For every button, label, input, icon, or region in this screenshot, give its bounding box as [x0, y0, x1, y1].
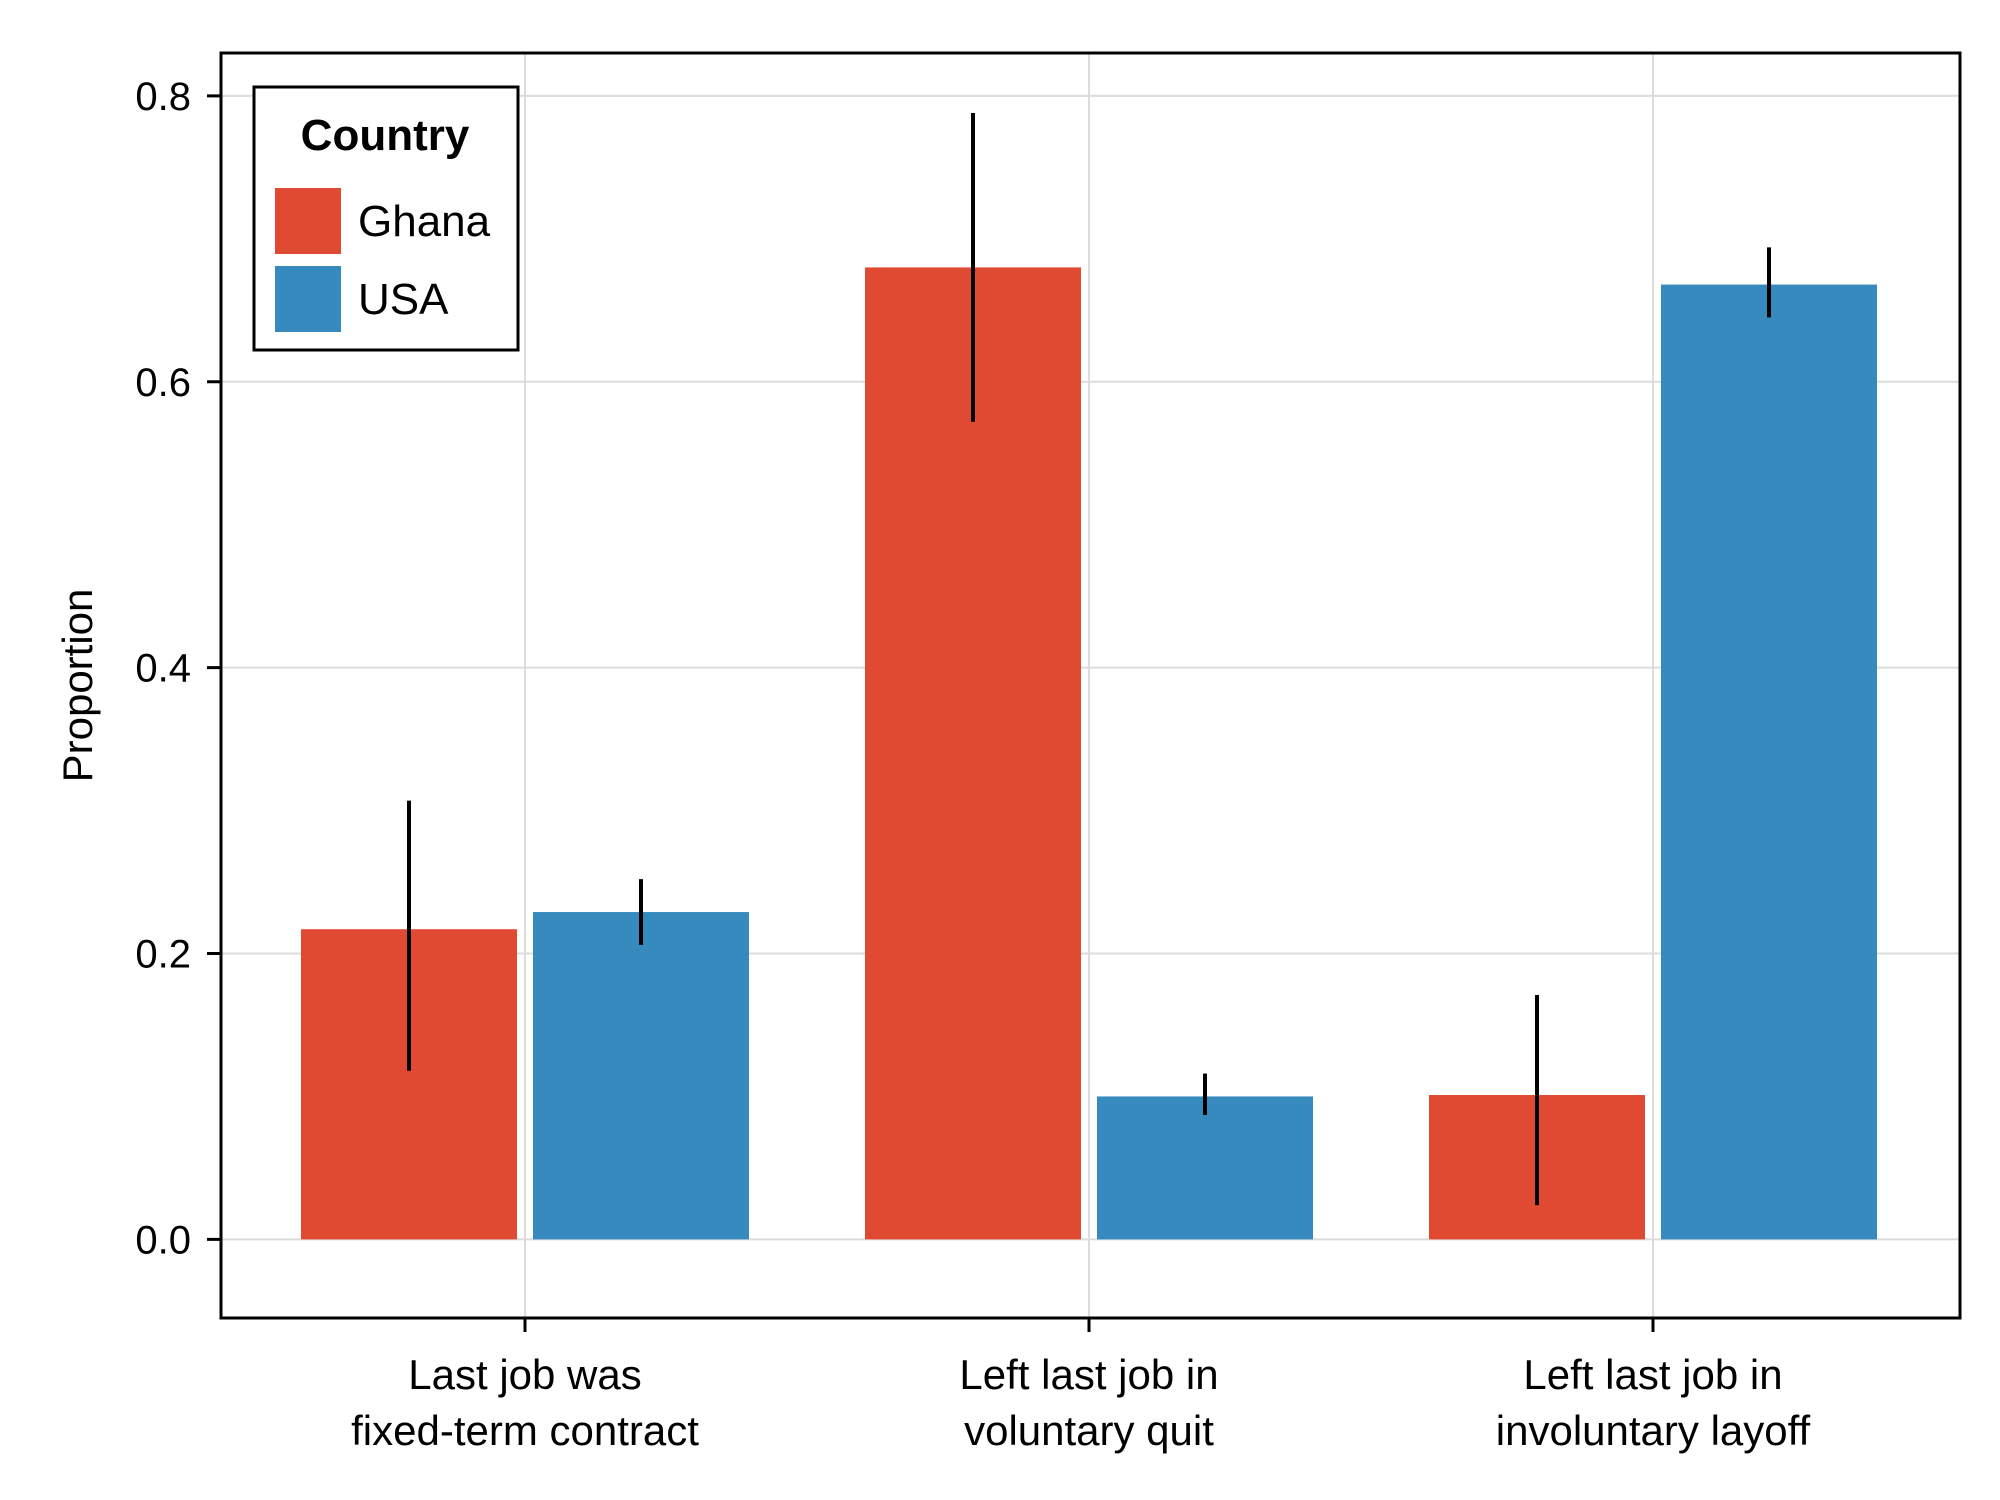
x-tick-label: Left last job in: [1523, 1351, 1782, 1398]
y-axis-title: Proportion: [54, 589, 101, 783]
axis-ticks: [207, 94, 1655, 1332]
bar-usa: [1097, 1096, 1313, 1240]
y-tick-label: 0.6: [135, 361, 191, 405]
x-tick-label: Left last job in: [959, 1351, 1218, 1398]
y-tick-label: 0.8: [135, 75, 191, 119]
legend-entries: Ghana USA: [275, 188, 491, 332]
legend-swatch-usa: [275, 266, 341, 332]
y-tick-label: 0.2: [135, 933, 191, 977]
legend-swatch-ghana: [275, 188, 341, 254]
x-tick-label: Last job was: [408, 1351, 641, 1398]
legend-title: Country: [301, 111, 470, 160]
x-tick-label: involuntary layoff: [1496, 1407, 1811, 1454]
legend: Country Ghana USA: [252, 85, 520, 352]
error-bars: [407, 113, 1771, 1206]
y-tick-label: 0.4: [135, 647, 191, 691]
legend-label-usa: USA: [358, 275, 449, 324]
bar-usa: [1661, 284, 1877, 1240]
bar-usa: [533, 912, 749, 1240]
bar-ghana: [865, 267, 1081, 1240]
x-tick-label: voluntary quit: [964, 1407, 1214, 1454]
y-tick-label: 0.0: [135, 1218, 191, 1262]
legend-label-ghana: Ghana: [358, 197, 491, 246]
bars: [301, 267, 1877, 1240]
axis-labels: 0.0 0.2 0.4 0.6 0.8 Last job was fixed-term co…: [135, 75, 1810, 1454]
x-tick-label: fixed-term contract: [351, 1407, 699, 1454]
